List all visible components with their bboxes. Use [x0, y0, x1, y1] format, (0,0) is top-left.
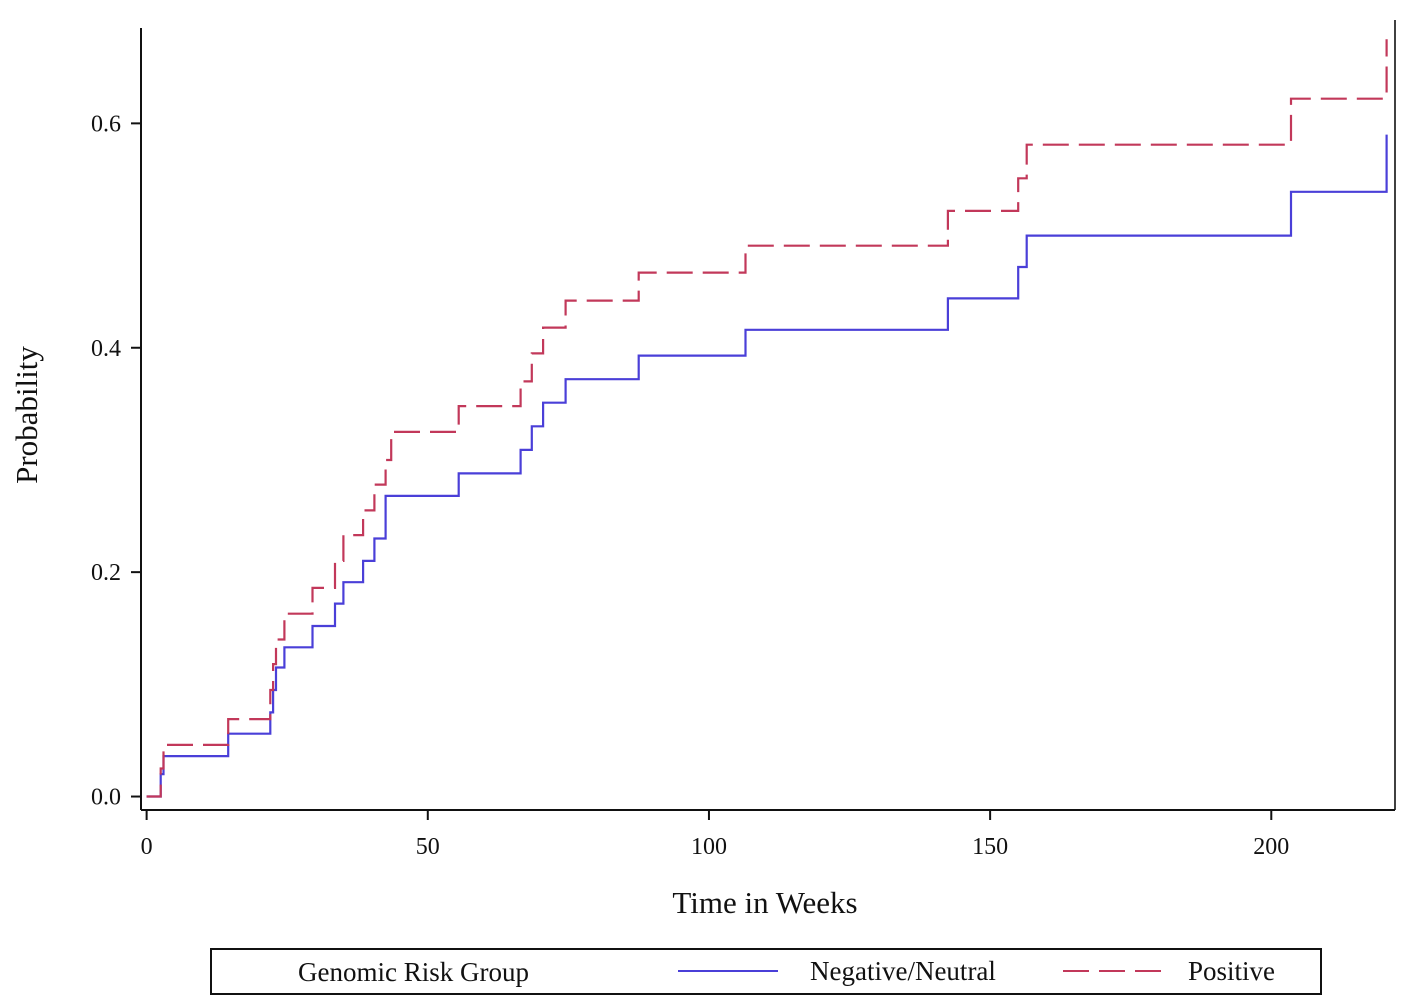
x-tick-label: 200: [1253, 834, 1289, 860]
y-axis-ticks: 0.0 0.2 0.4 0.6: [91, 111, 141, 811]
legend-label-positive: Positive: [1188, 956, 1275, 986]
x-tick-label: 100: [691, 834, 727, 860]
x-tick-label: 50: [416, 834, 440, 860]
y-tick-label: 0.2: [91, 560, 121, 586]
y-axis-title: Probability: [9, 346, 44, 484]
x-axis-title: Time in Weeks: [672, 885, 857, 920]
x-tick-label: 150: [972, 834, 1008, 860]
legend-label-negative-neutral: Negative/Neutral: [810, 956, 996, 986]
legend: Genomic Risk Group Negative/Neutral Posi…: [210, 948, 1322, 995]
y-tick-label: 0.4: [91, 336, 121, 362]
series-line-positive: [146, 39, 1388, 798]
y-tick-label: 0.0: [91, 785, 121, 811]
series-line-negative-neutral: [146, 134, 1388, 798]
plot-frame: [140, 20, 1396, 811]
series-layer: [146, 39, 1388, 798]
legend-title: Genomic Risk Group: [298, 957, 529, 987]
x-tick-label: 0: [141, 834, 153, 860]
x-axis-ticks: 0 50 100 150 200: [141, 810, 1289, 860]
y-tick-label: 0.6: [91, 111, 121, 137]
